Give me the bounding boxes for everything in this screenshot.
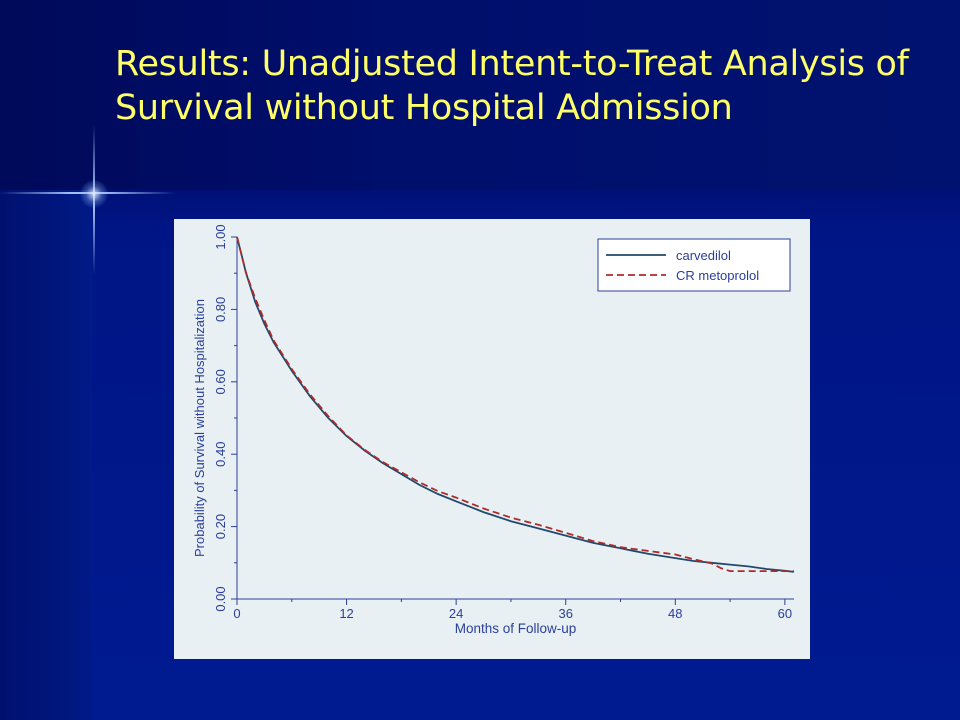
y-tick-label: 0.40: [213, 442, 228, 467]
y-tick-label: 0.00: [213, 586, 228, 611]
x-tick-label: 12: [339, 606, 353, 621]
x-tick-label: 24: [449, 606, 463, 621]
legend-label: CR metoprolol: [676, 268, 759, 283]
series-line-cr-metoprolol: [236, 236, 794, 572]
y-tick-label: 0.60: [213, 369, 228, 394]
slide-title: Results: Unadjusted Intent-to-Treat Anal…: [115, 44, 909, 128]
legend-label: carvedilol: [676, 248, 731, 263]
x-tick-label: 36: [558, 606, 572, 621]
left-band: [0, 190, 92, 720]
legend-box: [597, 238, 791, 292]
decorative-star-glow: [80, 180, 108, 208]
x-tick-label: 48: [668, 606, 682, 621]
chart-panel: 0 12 24 36 48 60 0.00 0.20 0.40 0.60 0.80 1.00 Month…: [174, 219, 810, 659]
x-tick-label: 60: [778, 606, 792, 621]
survival-chart: 0 12 24 36 48 60 0.00 0.20 0.40 0.60 0.80 1.00 Month…: [192, 224, 795, 636]
y-tick-label: 1.00: [213, 224, 228, 249]
y-tick-label: 0.20: [213, 514, 228, 539]
x-tick-label: 0: [233, 606, 240, 621]
y-axis-title: Probability of Survival without Hospital…: [192, 299, 207, 557]
y-tick-label: 0.80: [213, 297, 228, 322]
title-band: [0, 0, 960, 190]
x-axis-title: Months of Follow-up: [455, 621, 577, 636]
